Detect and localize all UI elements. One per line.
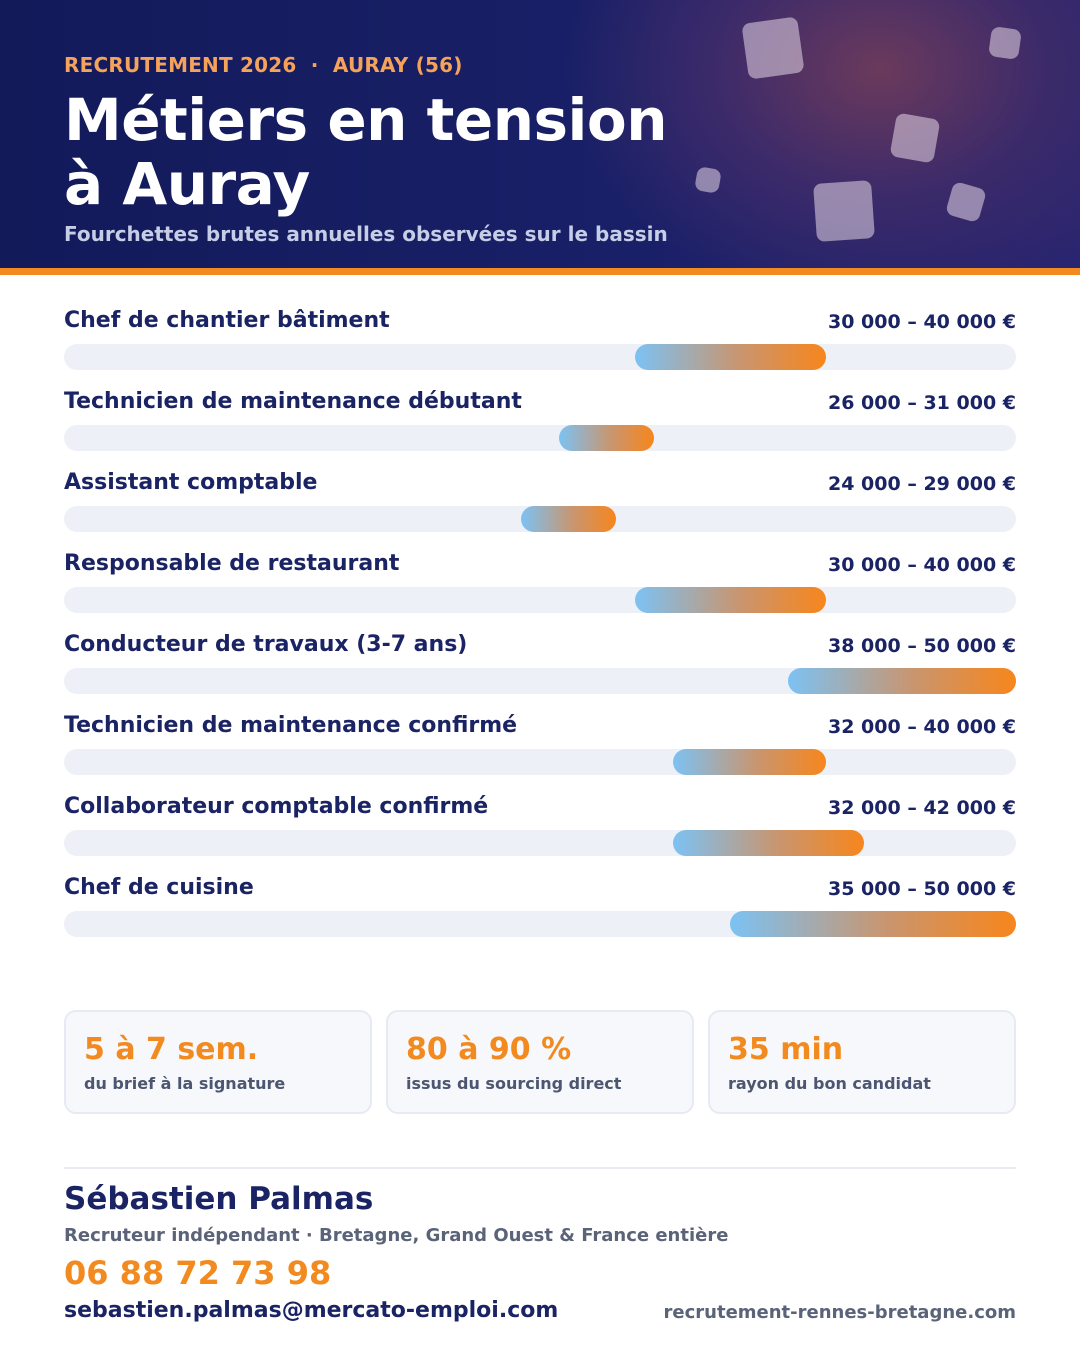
- row-range-label: 32 000 – 40 000 €: [828, 716, 1016, 738]
- row-label: Chef de chantier bâtiment: [64, 308, 390, 333]
- title-line-2: à Auray: [64, 150, 310, 218]
- range-track: [64, 668, 1016, 694]
- range-track: [64, 506, 1016, 532]
- range-track: [64, 830, 1016, 856]
- row-range-label: 32 000 – 42 000 €: [828, 797, 1016, 819]
- range-bar: [559, 425, 655, 451]
- range-track: [64, 344, 1016, 370]
- decorative-square: [741, 16, 805, 80]
- header-banner: RECRUTEMENT 2026 · AURAY (56) Métiers en…: [0, 0, 1080, 268]
- stat-value: 80 à 90 %: [406, 1032, 572, 1067]
- decorative-square: [694, 166, 722, 194]
- row-label: Collaborateur comptable confirmé: [64, 794, 489, 819]
- range-track: [64, 911, 1016, 937]
- row-label: Technicien de maintenance confirmé: [64, 713, 518, 738]
- stat-card-sourcing: 80 à 90 % issus du sourcing direct: [386, 1010, 694, 1114]
- title-line-1: Métiers en tension: [64, 86, 668, 154]
- row-range-label: 24 000 – 29 000 €: [828, 473, 1016, 495]
- range-bar: [673, 830, 864, 856]
- range-bar: [787, 668, 1016, 694]
- row-range-label: 35 000 – 50 000 €: [828, 878, 1016, 900]
- row-label: Technicien de maintenance débutant: [64, 389, 522, 414]
- decorative-square: [944, 180, 988, 224]
- row-range-label: 30 000 – 40 000 €: [828, 311, 1016, 333]
- row-label: Chef de cuisine: [64, 875, 254, 900]
- decorative-square: [813, 180, 875, 242]
- range-bar: [730, 911, 1016, 937]
- row-range-label: 30 000 – 40 000 €: [828, 554, 1016, 576]
- stat-card-delay: 5 à 7 sem. du brief à la signature: [64, 1010, 372, 1114]
- stat-value: 5 à 7 sem.: [84, 1032, 259, 1067]
- contact-email-link[interactable]: sebastien.palmas@mercato-emploi.com: [64, 1298, 559, 1323]
- contact-website-link[interactable]: recrutement-rennes-bretagne.com: [663, 1302, 1016, 1323]
- stat-value: 35 min: [728, 1032, 844, 1067]
- contact-name: Sébastien Palmas: [64, 1181, 374, 1217]
- contact-phone-link[interactable]: 06 88 72 73 98: [64, 1254, 332, 1292]
- row-range-label: 38 000 – 50 000 €: [828, 635, 1016, 657]
- range-track: [64, 587, 1016, 613]
- range-bar: [635, 344, 826, 370]
- header-accent-bar: [0, 268, 1080, 275]
- range-bar: [520, 506, 617, 532]
- range-bar: [673, 749, 826, 775]
- page-title: Métiers en tension à Auray: [64, 86, 668, 218]
- footer-divider: [64, 1167, 1016, 1169]
- header-kicker: RECRUTEMENT 2026 · AURAY (56): [64, 53, 463, 77]
- row-label: Responsable de restaurant: [64, 551, 400, 576]
- range-bar: [635, 587, 826, 613]
- range-track: [64, 425, 1016, 451]
- row-label: Assistant comptable: [64, 470, 318, 495]
- contact-role: Recruteur indépendant · Bretagne, Grand …: [64, 1225, 729, 1246]
- row-label: Conducteur de travaux (3-7 ans): [64, 632, 468, 657]
- decorative-square: [988, 26, 1022, 60]
- stat-label: du brief à la signature: [84, 1074, 286, 1093]
- page-subtitle: Fourchettes brutes annuelles observées s…: [64, 222, 668, 246]
- stat-label: rayon du bon candidat: [728, 1074, 931, 1093]
- decorative-square: [889, 112, 941, 164]
- row-range-label: 26 000 – 31 000 €: [828, 392, 1016, 414]
- range-track: [64, 749, 1016, 775]
- stat-card-radius: 35 min rayon du bon candidat: [708, 1010, 1016, 1114]
- stat-label: issus du sourcing direct: [406, 1074, 622, 1093]
